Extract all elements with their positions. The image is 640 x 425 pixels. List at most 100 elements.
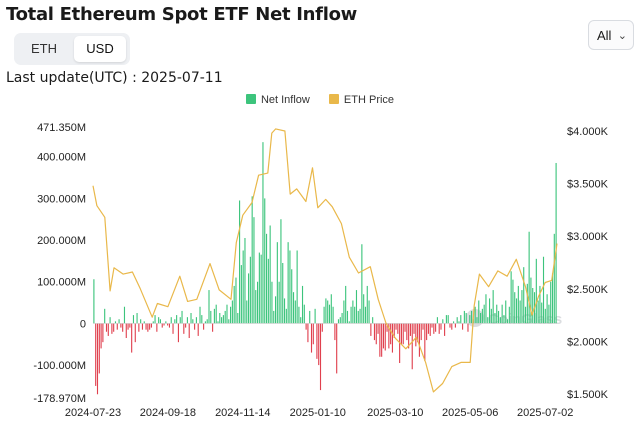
- inflow-bar[interactable]: [204, 321, 206, 324]
- inflow-bar[interactable]: [424, 323, 426, 361]
- inflow-bar[interactable]: [255, 290, 257, 324]
- inflow-bar[interactable]: [212, 323, 214, 332]
- inflow-bar[interactable]: [404, 323, 406, 332]
- currency-option-usd[interactable]: USD: [74, 36, 126, 62]
- inflow-bar[interactable]: [305, 323, 307, 330]
- inflow-bar[interactable]: [379, 323, 381, 357]
- inflow-bar[interactable]: [524, 306, 527, 324]
- inflow-bar[interactable]: [283, 298, 286, 324]
- inflow-bar[interactable]: [280, 219, 282, 324]
- inflow-bar[interactable]: [285, 308, 287, 324]
- inflow-bar[interactable]: [195, 317, 197, 324]
- inflow-bar[interactable]: [370, 323, 372, 336]
- inflow-bar[interactable]: [496, 304, 498, 324]
- inflow-bar[interactable]: [258, 252, 260, 324]
- inflow-bar[interactable]: [348, 321, 350, 324]
- inflow-bar[interactable]: [116, 323, 118, 330]
- inflow-bar[interactable]: [546, 294, 548, 324]
- inflow-bar[interactable]: [271, 281, 273, 324]
- inflow-bar[interactable]: [217, 321, 219, 324]
- inflow-bar[interactable]: [517, 285, 519, 324]
- inflow-bar[interactable]: [194, 323, 196, 330]
- inflow-bar[interactable]: [327, 300, 329, 324]
- inflow-bar[interactable]: [181, 310, 183, 324]
- inflow-bar[interactable]: [345, 285, 347, 324]
- inflow-bar[interactable]: [314, 308, 316, 324]
- inflow-bar[interactable]: [301, 285, 304, 324]
- inflow-bar[interactable]: [312, 323, 314, 345]
- inflow-bar[interactable]: [235, 277, 237, 324]
- inflow-bar[interactable]: [550, 281, 552, 324]
- inflow-bar[interactable]: [249, 256, 251, 324]
- inflow-bar[interactable]: [159, 319, 161, 324]
- inflow-bar[interactable]: [523, 267, 525, 324]
- inflow-bar[interactable]: [521, 290, 523, 324]
- inflow-bar[interactable]: [165, 321, 167, 324]
- inflow-bar[interactable]: [298, 306, 300, 324]
- inflow-bar[interactable]: [541, 302, 543, 324]
- inflow-bar[interactable]: [111, 323, 113, 334]
- inflow-bar[interactable]: [382, 323, 385, 349]
- inflow-bar[interactable]: [185, 323, 187, 328]
- inflow-bar[interactable]: [433, 323, 435, 334]
- inflow-bar[interactable]: [93, 279, 95, 324]
- inflow-bar[interactable]: [318, 323, 320, 366]
- inflow-bar[interactable]: [530, 277, 532, 324]
- inflow-bar[interactable]: [246, 300, 248, 324]
- inflow-bar[interactable]: [384, 323, 386, 351]
- inflow-bar[interactable]: [328, 304, 331, 324]
- inflow-bar[interactable]: [526, 283, 528, 324]
- inflow-bar[interactable]: [120, 323, 122, 328]
- inflow-bar[interactable]: [282, 263, 284, 324]
- inflow-bar[interactable]: [381, 323, 383, 357]
- inflow-bar[interactable]: [494, 313, 496, 324]
- inflow-bar[interactable]: [262, 142, 264, 324]
- inflow-bar[interactable]: [386, 323, 388, 332]
- inflow-bar[interactable]: [364, 306, 367, 324]
- inflow-bar[interactable]: [203, 323, 205, 330]
- inflow-bar[interactable]: [438, 323, 440, 334]
- inflow-bar[interactable]: [363, 294, 365, 324]
- inflow-bar[interactable]: [118, 319, 120, 324]
- inflow-bar[interactable]: [415, 323, 417, 347]
- inflow-bar[interactable]: [300, 317, 302, 324]
- inflow-bar[interactable]: [172, 323, 174, 334]
- inflow-bar[interactable]: [244, 237, 246, 324]
- inflow-bar[interactable]: [174, 319, 176, 324]
- inflow-bar[interactable]: [436, 317, 438, 324]
- inflow-bar[interactable]: [161, 323, 163, 328]
- inflow-bar[interactable]: [145, 323, 147, 330]
- inflow-bar[interactable]: [278, 281, 280, 324]
- inflow-bar[interactable]: [373, 323, 376, 341]
- inflow-bar[interactable]: [132, 315, 135, 324]
- inflow-bar[interactable]: [273, 310, 275, 324]
- inflow-bar[interactable]: [515, 298, 518, 324]
- inflow-bar[interactable]: [177, 323, 179, 343]
- inflow-bar[interactable]: [426, 323, 428, 341]
- inflow-bar[interactable]: [337, 319, 340, 324]
- inflow-bar[interactable]: [294, 300, 296, 324]
- inflow-bar[interactable]: [539, 285, 541, 324]
- inflow-bar[interactable]: [510, 271, 512, 324]
- inflow-bar[interactable]: [251, 196, 253, 324]
- inflow-bar[interactable]: [535, 258, 537, 324]
- inflow-bar[interactable]: [418, 323, 420, 357]
- inflow-bar[interactable]: [208, 290, 210, 324]
- inflow-bar[interactable]: [323, 306, 325, 324]
- inflow-bar[interactable]: [265, 233, 268, 324]
- inflow-bar[interactable]: [391, 323, 393, 353]
- inflow-bar[interactable]: [240, 265, 242, 324]
- inflow-bar[interactable]: [528, 231, 530, 324]
- inflow-bar[interactable]: [375, 323, 377, 345]
- range-dropdown[interactable]: All ⌄: [588, 20, 634, 50]
- inflow-bar[interactable]: [213, 308, 215, 324]
- inflow-bar[interactable]: [478, 300, 480, 324]
- inflow-bar[interactable]: [454, 323, 456, 328]
- inflow-bar[interactable]: [237, 313, 239, 324]
- inflow-bar[interactable]: [134, 323, 136, 343]
- inflow-bar[interactable]: [514, 292, 516, 324]
- inflow-bar[interactable]: [343, 300, 345, 324]
- inflow-bar[interactable]: [230, 306, 232, 324]
- inflow-bar[interactable]: [368, 300, 370, 324]
- inflow-bar[interactable]: [123, 306, 126, 324]
